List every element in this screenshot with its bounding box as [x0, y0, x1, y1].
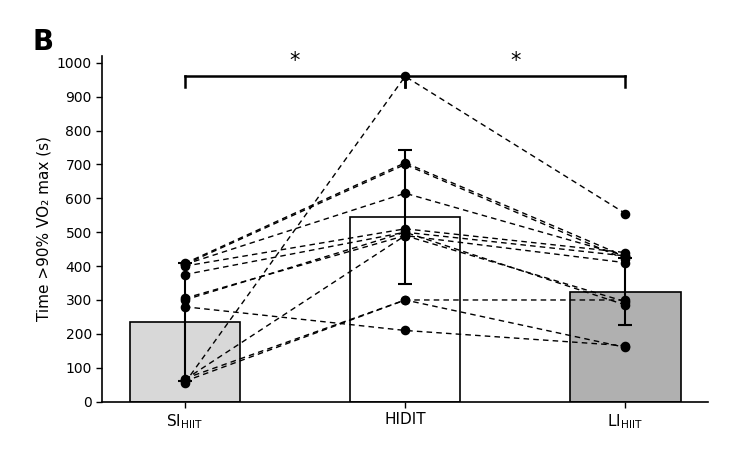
Point [179, 375, 191, 382]
Point [179, 303, 191, 311]
Point [620, 253, 631, 260]
Point [620, 252, 631, 260]
Point [399, 161, 411, 168]
Point [179, 261, 191, 268]
Point [620, 255, 631, 263]
Point [399, 296, 411, 304]
Point [179, 262, 191, 270]
Point [399, 327, 411, 334]
Point [620, 344, 631, 351]
Y-axis label: Time >90% VO₂ max (s): Time >90% VO₂ max (s) [36, 136, 51, 321]
Text: B: B [33, 28, 53, 57]
Point [179, 296, 191, 304]
Point [399, 190, 411, 197]
Point [179, 271, 191, 278]
Point [399, 232, 411, 240]
Point [620, 298, 631, 305]
Bar [130, 322, 240, 402]
Point [179, 377, 191, 385]
Point [399, 225, 411, 233]
Bar [570, 291, 680, 402]
Point [620, 252, 631, 260]
Text: *: * [510, 51, 520, 71]
Text: *: * [290, 51, 300, 71]
Point [620, 210, 631, 217]
Point [399, 73, 411, 80]
Point [399, 232, 411, 240]
Point [179, 260, 191, 267]
Point [399, 228, 411, 236]
Point [179, 295, 191, 302]
Point [399, 159, 411, 167]
Point [399, 228, 411, 236]
Point [399, 296, 411, 304]
Point [620, 301, 631, 309]
Point [620, 296, 631, 304]
Point [179, 379, 191, 387]
Point [179, 376, 191, 383]
Point [620, 259, 631, 267]
Bar [350, 217, 460, 402]
Point [620, 342, 631, 349]
Point [620, 249, 631, 256]
Point [179, 261, 191, 268]
